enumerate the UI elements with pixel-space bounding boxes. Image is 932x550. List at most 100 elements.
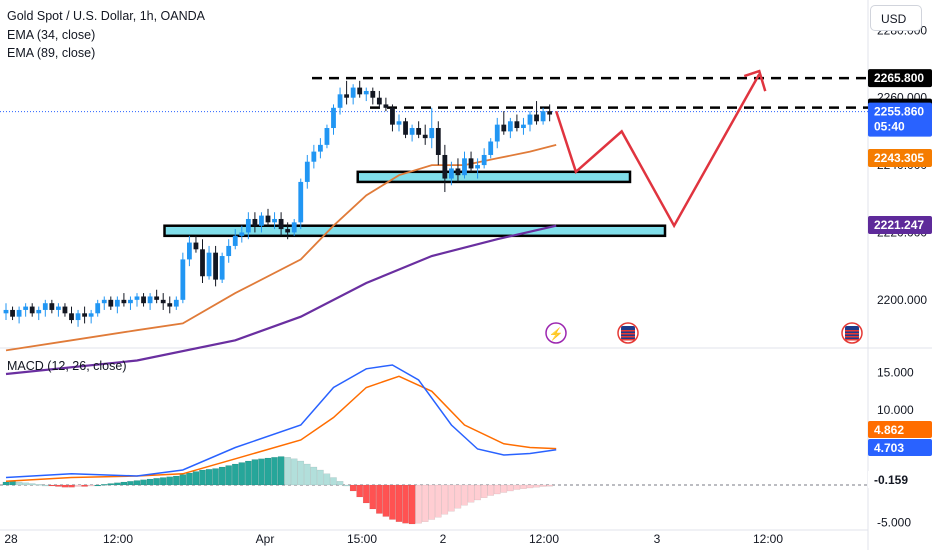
macd-histogram-bar [323,473,331,486]
macd-signal-badge: 4.862 [868,421,932,438]
candle-body [304,161,310,182]
macd-value-badge: 4.703 [868,439,932,456]
candle-body [75,313,81,321]
macd-histogram-bar [55,484,62,487]
candle-body [160,299,166,304]
macd-histogram-bar [520,484,527,489]
time-tick-label: 12:00 [753,532,783,546]
candle-body [357,87,363,95]
svg-text:4.862: 4.862 [874,423,904,437]
macd-histogram-bar [28,483,36,486]
ema89-value-badge: 2221.247 [868,216,932,234]
svg-text:05:40: 05:40 [874,120,905,134]
candle-body [370,90,376,98]
candle-body [265,215,271,223]
macd-histogram-bar [284,457,291,486]
candle-body [232,235,238,246]
candle-body [344,94,349,98]
macd-histogram-bar [81,484,88,487]
macd-histogram-bar [15,481,23,486]
macd-histogram-bar [114,482,121,486]
candle-body [547,111,553,115]
macd-histogram-bar [330,477,337,486]
macd-histogram-bar [192,471,200,486]
macd-histogram-bar [153,478,160,486]
macd-histogram-bar [480,484,488,498]
candle-body [101,299,107,304]
macd-histogram-bar [179,474,187,486]
candle-body [514,121,520,129]
macd-histogram-bar [133,480,141,486]
macd-legend[interactable]: MACD (12, 26, close) [7,359,127,373]
candle-body [193,242,199,250]
candle-body [29,306,35,314]
macd-histogram-bar [539,484,547,487]
ema34-legend[interactable]: EMA (34, close) [7,28,96,42]
support-zone [163,224,667,238]
macd-histogram-bar [421,484,429,522]
macd-histogram-bar [35,484,43,486]
ema34-line [5,144,557,352]
macd-histogram-bar [297,460,305,486]
candle-body [173,299,179,307]
macd-histogram-bar [231,463,239,486]
macd-histogram-bar [415,484,422,524]
candle-body [337,94,343,108]
candle-body [82,313,87,317]
candle-body [494,124,500,142]
candle-body [88,313,94,317]
macd-histogram-bar [500,484,508,493]
candle-body [121,299,127,304]
macd-histogram-bar [395,484,403,522]
macd-histogram-bar [290,458,298,486]
candle-body [200,249,205,277]
macd-line [5,364,557,479]
time-tick-label: 28 [4,532,18,546]
macd-tick-label: 15.000 [877,366,914,380]
macd-histogram-bar [533,484,540,488]
candle-body [62,306,68,314]
macd-histogram-bar [68,484,75,488]
candle-body [114,299,120,307]
time-tick-label: 3 [654,532,661,546]
macd-histogram-bar [389,484,396,520]
macd-histogram-bar [356,484,364,498]
us-economic-event-icon [617,322,639,344]
svg-text:2265.800: 2265.800 [874,71,924,85]
macd-histogram-bar [186,472,193,486]
candle-body [285,229,291,233]
candle-body [534,114,539,122]
candle-body [213,252,218,280]
candle-body [449,168,454,179]
macd-histogram-bar [461,484,468,506]
candle-body [10,309,15,317]
time-tick-label: 2 [440,532,447,546]
time-tick-label: 12:00 [529,532,559,546]
candle-body [245,218,251,233]
svg-text:2255.860: 2255.860 [874,105,924,119]
svg-text:2221.247: 2221.247 [874,218,924,232]
macd-histogram-bar [87,484,95,487]
candle-body [95,303,101,314]
currency-button[interactable]: USD [870,5,922,31]
macd-histogram-bar [107,483,115,486]
candle-body [141,296,146,304]
candle-body [422,134,428,139]
macd-histogram-bar [271,457,278,486]
macd-histogram-bar [100,484,108,486]
time-tick-label: Apr [256,532,275,546]
macd-histogram-bar [74,484,82,487]
macd-histogram-bar [199,469,206,486]
macd-histogram-bar [310,466,318,486]
candle-body [3,309,9,314]
candle-body [383,104,389,108]
macd-histogram-bar [238,462,246,486]
candle-body [390,107,395,125]
macd-histogram-bar [474,484,481,501]
svg-text:-0.159: -0.159 [874,473,908,487]
candle-body [108,299,114,307]
candle-body [298,181,304,223]
macd-histogram-bar [22,482,29,486]
ema89-legend[interactable]: EMA (89, close) [7,46,96,60]
